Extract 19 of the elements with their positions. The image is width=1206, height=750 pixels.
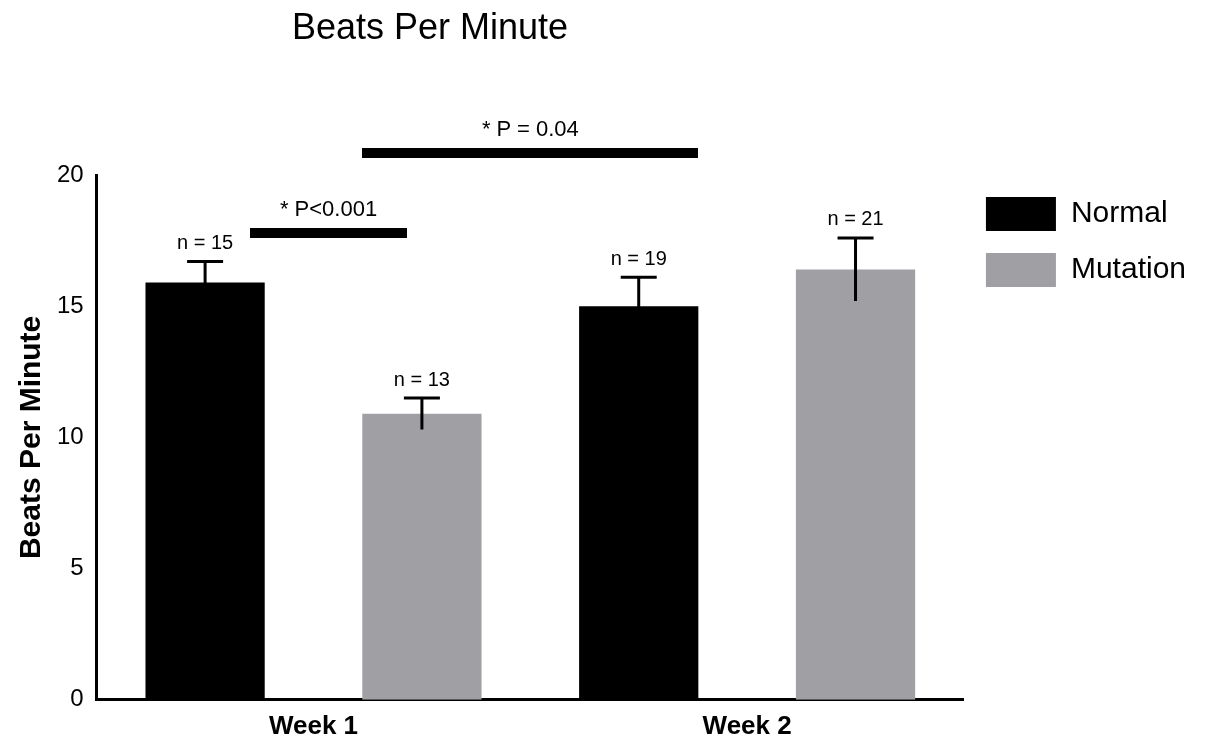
annotation: n = 19 — [610, 246, 667, 269]
text: * P = 0.04 — [481, 116, 579, 142]
y-tick-label: 15 — [56, 290, 84, 318]
y-axis-title: Beats Per Minute — [13, 315, 47, 560]
annotation: * P<0.001 — [279, 195, 378, 221]
y-tick-label: 5 — [70, 553, 84, 581]
chart-title: Beats Per Minute — [290, 6, 570, 48]
legend-label: Mutation — [1070, 251, 1187, 285]
annotation: n = 13 — [393, 367, 450, 390]
y-tick-label: 20 — [56, 159, 84, 187]
legend-label: Normal — [1070, 195, 1168, 229]
y-tick-label: 0 — [70, 684, 84, 712]
x-tick-label: Week 1 — [268, 709, 359, 740]
annotation: n = 21 — [827, 207, 884, 230]
bar — [362, 413, 482, 700]
bar — [795, 269, 916, 700]
x-tick-label: Week 2 — [702, 709, 792, 740]
y-tick-label: 10 — [56, 422, 84, 450]
annotation: n = 15 — [177, 231, 234, 254]
